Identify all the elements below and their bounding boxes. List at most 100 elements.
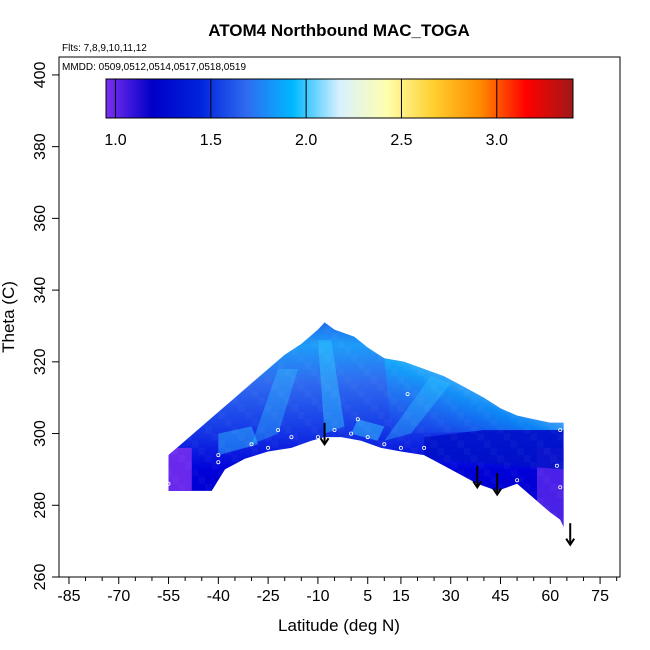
sample-point xyxy=(166,481,171,486)
field-cell xyxy=(331,391,338,398)
field-cell xyxy=(517,448,524,455)
x-tick-label: 5 xyxy=(363,588,372,605)
field-cell xyxy=(232,426,239,433)
field-cell xyxy=(198,448,205,455)
field-cell xyxy=(311,426,318,433)
field-cell xyxy=(550,426,557,433)
field-cell xyxy=(331,362,338,369)
sample-point xyxy=(249,442,254,447)
field-cell xyxy=(338,340,345,347)
field-cell xyxy=(245,441,252,448)
field-cell xyxy=(172,477,179,484)
field-cell xyxy=(384,362,391,369)
x-tick-label: 15 xyxy=(392,588,410,605)
field-cell xyxy=(464,419,471,426)
field-cell xyxy=(371,405,378,412)
field-cell xyxy=(271,383,278,390)
field-cell xyxy=(557,434,564,441)
field-cell xyxy=(344,405,351,412)
field-cell xyxy=(384,391,391,398)
field-cell xyxy=(477,434,484,441)
colorbar-tick-label: 1.0 xyxy=(104,132,126,149)
field-cell xyxy=(192,441,199,448)
field-cell xyxy=(404,441,411,448)
field-cell xyxy=(364,398,371,405)
x-tick-label: -85 xyxy=(57,588,80,605)
field-cell xyxy=(311,369,318,376)
down-arrow xyxy=(472,465,483,490)
x-tick-label: -25 xyxy=(257,588,280,605)
y-tick-label: 300 xyxy=(32,420,49,447)
x-tick-label: -55 xyxy=(157,588,180,605)
field-cell xyxy=(344,376,351,383)
x-axis-label: Latitude (deg N) xyxy=(278,616,400,635)
field-cell xyxy=(305,362,312,369)
field-cell xyxy=(205,455,212,462)
field-cell xyxy=(464,391,471,398)
field-cell xyxy=(537,441,544,448)
field-cell xyxy=(265,405,272,412)
field-cell xyxy=(471,426,478,433)
field-cell xyxy=(557,462,564,469)
field-cell xyxy=(431,383,438,390)
field-cell xyxy=(424,376,431,383)
field-cell xyxy=(404,383,411,390)
sample-point xyxy=(266,445,271,450)
field-cell xyxy=(179,455,186,462)
field-cell xyxy=(391,398,398,405)
down-arrow xyxy=(492,473,503,497)
sample-point xyxy=(332,427,337,432)
field-cell xyxy=(404,412,411,419)
field-cell xyxy=(444,455,451,462)
sample-point xyxy=(315,435,320,440)
field-cell xyxy=(398,376,405,383)
field-cell xyxy=(344,347,351,354)
y-tick-label: 360 xyxy=(32,205,49,232)
field-cell xyxy=(198,477,205,484)
field-cell xyxy=(232,455,239,462)
field-cell xyxy=(291,434,298,441)
field-cell xyxy=(285,426,292,433)
field-cell xyxy=(484,441,491,448)
field-cell xyxy=(391,426,398,433)
field-cell xyxy=(530,462,537,469)
field-cell xyxy=(291,405,298,412)
sample-point xyxy=(558,485,563,490)
field-cell xyxy=(471,398,478,405)
field-cell xyxy=(218,441,225,448)
arrows xyxy=(319,422,576,547)
field-cell xyxy=(451,405,458,412)
sample-point xyxy=(365,435,370,440)
field-cell xyxy=(338,398,345,405)
sample-point xyxy=(216,453,221,458)
field-cell xyxy=(331,333,338,340)
field-cell xyxy=(537,469,544,476)
field-cell xyxy=(252,448,259,455)
field-cell xyxy=(437,419,444,426)
sample-point xyxy=(349,431,354,436)
field-cell xyxy=(451,462,458,469)
field-cell xyxy=(424,434,431,441)
field-cell xyxy=(278,391,285,398)
y-tick-label: 260 xyxy=(32,564,49,591)
sample-point xyxy=(554,463,559,468)
y-tick-label: 340 xyxy=(32,277,49,304)
field-cell xyxy=(278,362,285,369)
field-cell xyxy=(517,477,524,484)
field-cell xyxy=(451,434,458,441)
field-cell xyxy=(418,369,425,376)
field-cell xyxy=(364,369,371,376)
sample-point xyxy=(289,435,294,440)
field-streak xyxy=(384,376,451,441)
field-cell xyxy=(252,419,259,426)
field-cell xyxy=(398,434,405,441)
field-cell xyxy=(258,426,265,433)
sample-point xyxy=(422,456,427,461)
field-cell xyxy=(491,448,498,455)
sample-point xyxy=(398,445,403,450)
field-cell xyxy=(431,441,438,448)
sample-point xyxy=(276,427,281,432)
field-cell xyxy=(311,398,318,405)
field-cell xyxy=(378,412,385,419)
field-cell xyxy=(517,419,524,426)
